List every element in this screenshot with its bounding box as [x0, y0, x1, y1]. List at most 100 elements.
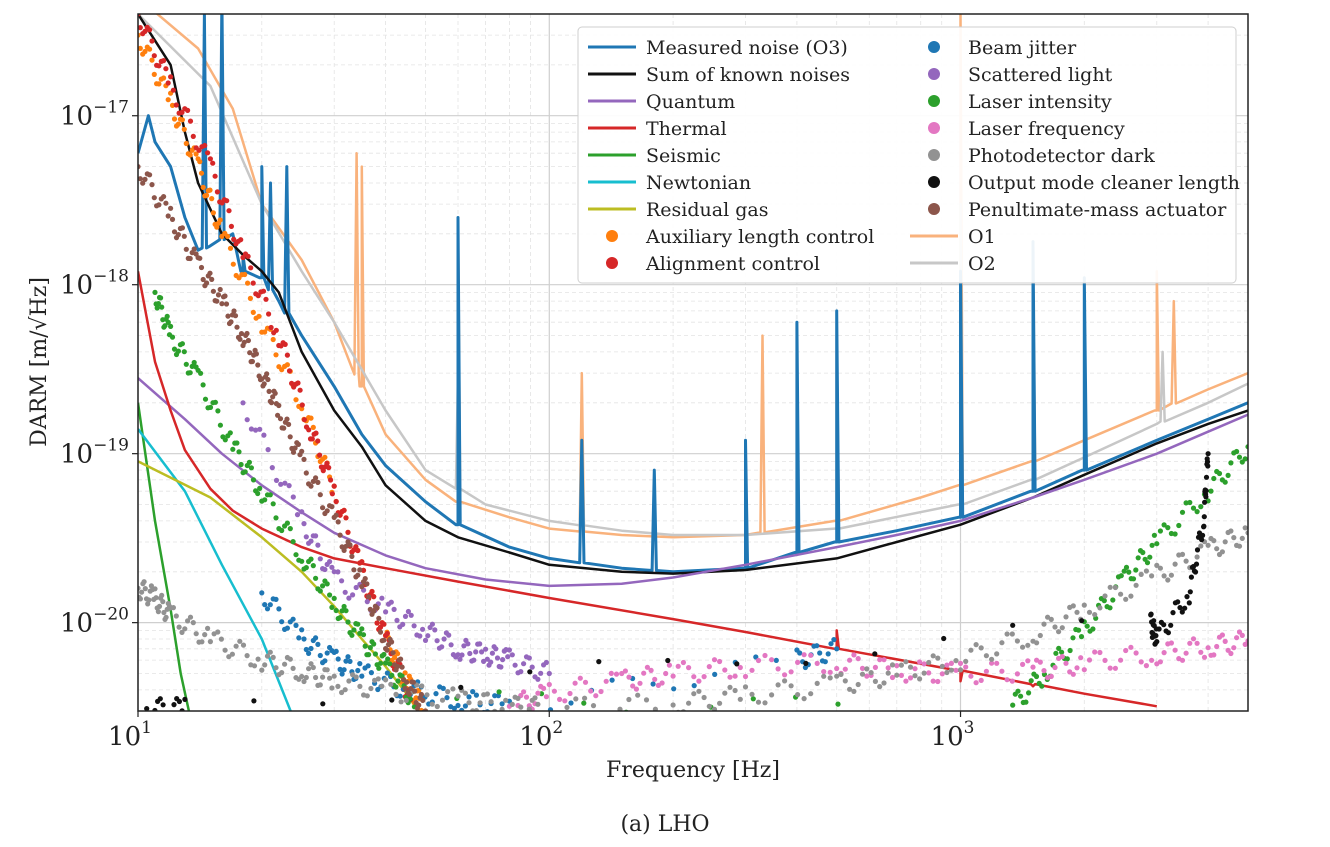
data-point [1041, 621, 1047, 627]
data-point [383, 677, 389, 683]
data-point [170, 605, 176, 611]
data-point [711, 706, 718, 711]
data-point [1201, 523, 1207, 529]
data-point [494, 655, 501, 661]
data-point [279, 619, 285, 625]
data-point [276, 606, 282, 612]
data-point [434, 638, 440, 644]
data-point [168, 323, 174, 329]
legend-label: Thermal [646, 118, 727, 140]
data-point [1133, 582, 1139, 588]
data-point [803, 660, 809, 667]
data-point [461, 643, 467, 649]
data-point [782, 678, 788, 684]
data-point [190, 133, 196, 139]
data-point [355, 621, 361, 627]
data-point [299, 627, 305, 633]
data-point [308, 661, 314, 667]
data-point [1177, 605, 1183, 611]
data-point [173, 102, 179, 108]
data-point [717, 658, 723, 665]
data-point [290, 539, 296, 545]
data-point [335, 683, 341, 690]
series-newtonian [138, 428, 292, 711]
data-point [200, 276, 206, 283]
data-point [665, 657, 671, 664]
data-point [489, 650, 495, 656]
data-point [262, 497, 268, 503]
series-line-newtonian [138, 428, 292, 711]
data-point [1070, 635, 1076, 641]
data-point [357, 683, 363, 690]
data-point [376, 615, 382, 621]
data-point [301, 417, 307, 423]
data-point [1165, 577, 1171, 583]
data-point [359, 559, 365, 565]
data-point [384, 647, 390, 653]
data-point [755, 657, 762, 664]
data-point [248, 426, 254, 432]
data-point [339, 578, 345, 584]
data-point [827, 669, 833, 675]
data-point [1190, 636, 1197, 642]
data-point [320, 674, 326, 680]
data-point [622, 668, 629, 674]
data-point [190, 620, 196, 626]
data-point [377, 660, 384, 666]
data-point [209, 276, 215, 282]
data-point [1009, 678, 1015, 684]
series-line-quantum [138, 377, 1248, 588]
data-point [270, 501, 276, 507]
data-point [411, 623, 417, 629]
data-point [214, 224, 220, 230]
data-point [176, 624, 182, 630]
data-point [1090, 626, 1096, 632]
data-point [675, 663, 681, 669]
data-point [847, 657, 853, 663]
data-point [185, 618, 191, 624]
data-point [255, 656, 261, 662]
data-point [1056, 629, 1062, 635]
data-point [499, 701, 505, 707]
data-point [930, 653, 936, 659]
data-point [439, 697, 446, 703]
data-point [894, 663, 900, 669]
data-point [633, 686, 640, 692]
data-point [371, 594, 377, 600]
legend-swatch [928, 149, 940, 161]
data-point [339, 608, 345, 614]
data-point [343, 658, 349, 664]
data-point [881, 657, 887, 663]
data-point [1148, 611, 1154, 617]
data-point [309, 436, 315, 442]
data-point [273, 596, 279, 603]
data-point [362, 576, 368, 582]
data-point [749, 691, 755, 697]
data-point [171, 229, 178, 235]
data-point [1157, 528, 1163, 534]
data-point [750, 696, 756, 702]
data-point [1092, 649, 1098, 655]
data-point [921, 670, 927, 676]
data-point [383, 609, 389, 615]
data-point [371, 608, 377, 614]
data-point [329, 491, 335, 497]
data-point [1151, 618, 1157, 624]
data-point [349, 553, 355, 560]
data-point [1053, 650, 1059, 656]
data-point [262, 662, 268, 668]
data-point [169, 334, 176, 340]
data-point [260, 288, 267, 294]
data-point [577, 675, 583, 681]
data-point [214, 189, 220, 195]
data-point [941, 635, 947, 642]
data-point [368, 685, 374, 692]
legend-entry-penultimate-mass-actuator: Penultimate-mass actuator [928, 199, 1227, 221]
data-point [156, 63, 162, 69]
data-point [885, 670, 891, 676]
data-point [1231, 645, 1237, 651]
data-point [160, 702, 166, 708]
data-point [878, 712, 883, 717]
data-point [147, 172, 153, 178]
data-point [149, 57, 155, 63]
